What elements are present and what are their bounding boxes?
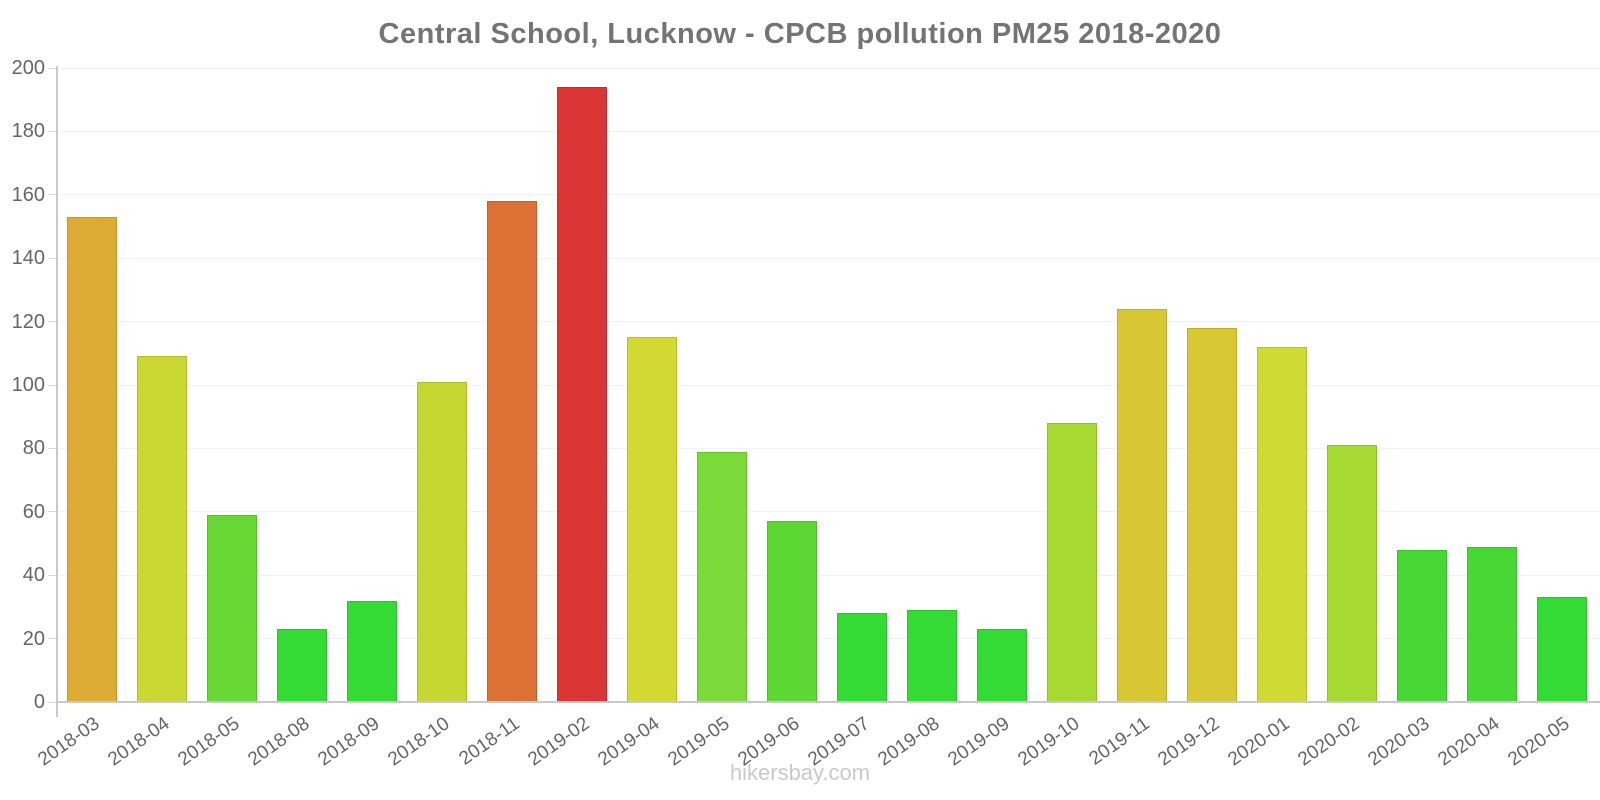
gridline-40 bbox=[58, 574, 1600, 576]
y-tick-label-120: 120 bbox=[11, 310, 45, 333]
y-tick-mark-40 bbox=[48, 574, 58, 576]
bar-2018-05 bbox=[207, 515, 257, 702]
y-tick-mark-160 bbox=[48, 194, 58, 196]
y-tick-mark-0 bbox=[48, 701, 58, 703]
y-tick-label-80: 80 bbox=[22, 437, 45, 460]
bar-2019-09 bbox=[977, 629, 1027, 702]
y-tick-label-140: 140 bbox=[11, 247, 45, 270]
bar-2019-12 bbox=[1187, 328, 1237, 702]
bar-2019-08 bbox=[907, 610, 957, 702]
y-tick-mark-80 bbox=[48, 447, 58, 449]
bar-2018-11 bbox=[487, 201, 537, 702]
y-tick-mark-140 bbox=[48, 257, 58, 259]
gridline-60 bbox=[58, 511, 1600, 513]
gridline-120 bbox=[58, 321, 1600, 323]
watermark: hikersbay.com bbox=[729, 760, 871, 785]
bar-2019-06 bbox=[767, 521, 817, 702]
gridline-80 bbox=[58, 447, 1600, 449]
gridline-160 bbox=[58, 194, 1600, 196]
bar-2018-03 bbox=[67, 217, 117, 702]
bar-2020-02 bbox=[1327, 445, 1377, 702]
y-axis-line bbox=[56, 66, 58, 717]
y-tick-label-40: 40 bbox=[22, 564, 45, 587]
bar-2019-02 bbox=[557, 87, 607, 702]
x-axis-line bbox=[56, 701, 1600, 703]
bar-2020-04 bbox=[1467, 547, 1517, 702]
y-tick-mark-200 bbox=[48, 67, 58, 69]
bar-2018-09 bbox=[347, 601, 397, 702]
bar-2020-03 bbox=[1397, 550, 1447, 702]
bar-2019-07 bbox=[837, 613, 887, 702]
gridline-100 bbox=[58, 384, 1600, 386]
bar-2020-05 bbox=[1537, 597, 1587, 702]
y-tick-label-100: 100 bbox=[11, 374, 45, 396]
bar-2018-08 bbox=[277, 629, 327, 702]
bar-2020-01 bbox=[1257, 347, 1307, 702]
bar-2019-11 bbox=[1117, 309, 1167, 702]
bar-2019-10 bbox=[1047, 423, 1097, 702]
y-tick-mark-180 bbox=[48, 130, 58, 132]
gridline-20 bbox=[58, 638, 1600, 640]
y-tick-mark-20 bbox=[48, 638, 58, 640]
bar-2018-04 bbox=[137, 356, 187, 702]
gridline-180 bbox=[58, 130, 1600, 132]
y-tick-label-160: 160 bbox=[11, 183, 45, 206]
x-axis-origin-tick bbox=[56, 701, 58, 717]
gridline-140 bbox=[58, 257, 1600, 259]
y-tick-label-0: 0 bbox=[33, 691, 45, 713]
y-tick-label-180: 180 bbox=[11, 120, 45, 143]
y-tick-label-200: 200 bbox=[11, 57, 45, 79]
y-tick-mark-60 bbox=[48, 511, 58, 513]
y-tick-mark-120 bbox=[48, 321, 58, 323]
y-tick-label-20: 20 bbox=[22, 627, 45, 650]
bar-2018-10 bbox=[417, 382, 467, 702]
gridline-200 bbox=[58, 67, 1600, 69]
bar-2019-04 bbox=[627, 337, 677, 702]
bar-2019-05 bbox=[697, 452, 747, 702]
y-tick-label-60: 60 bbox=[22, 500, 45, 523]
y-tick-mark-100 bbox=[48, 384, 58, 386]
chart-title: Central School, Lucknow - CPCB pollution… bbox=[378, 18, 1222, 50]
